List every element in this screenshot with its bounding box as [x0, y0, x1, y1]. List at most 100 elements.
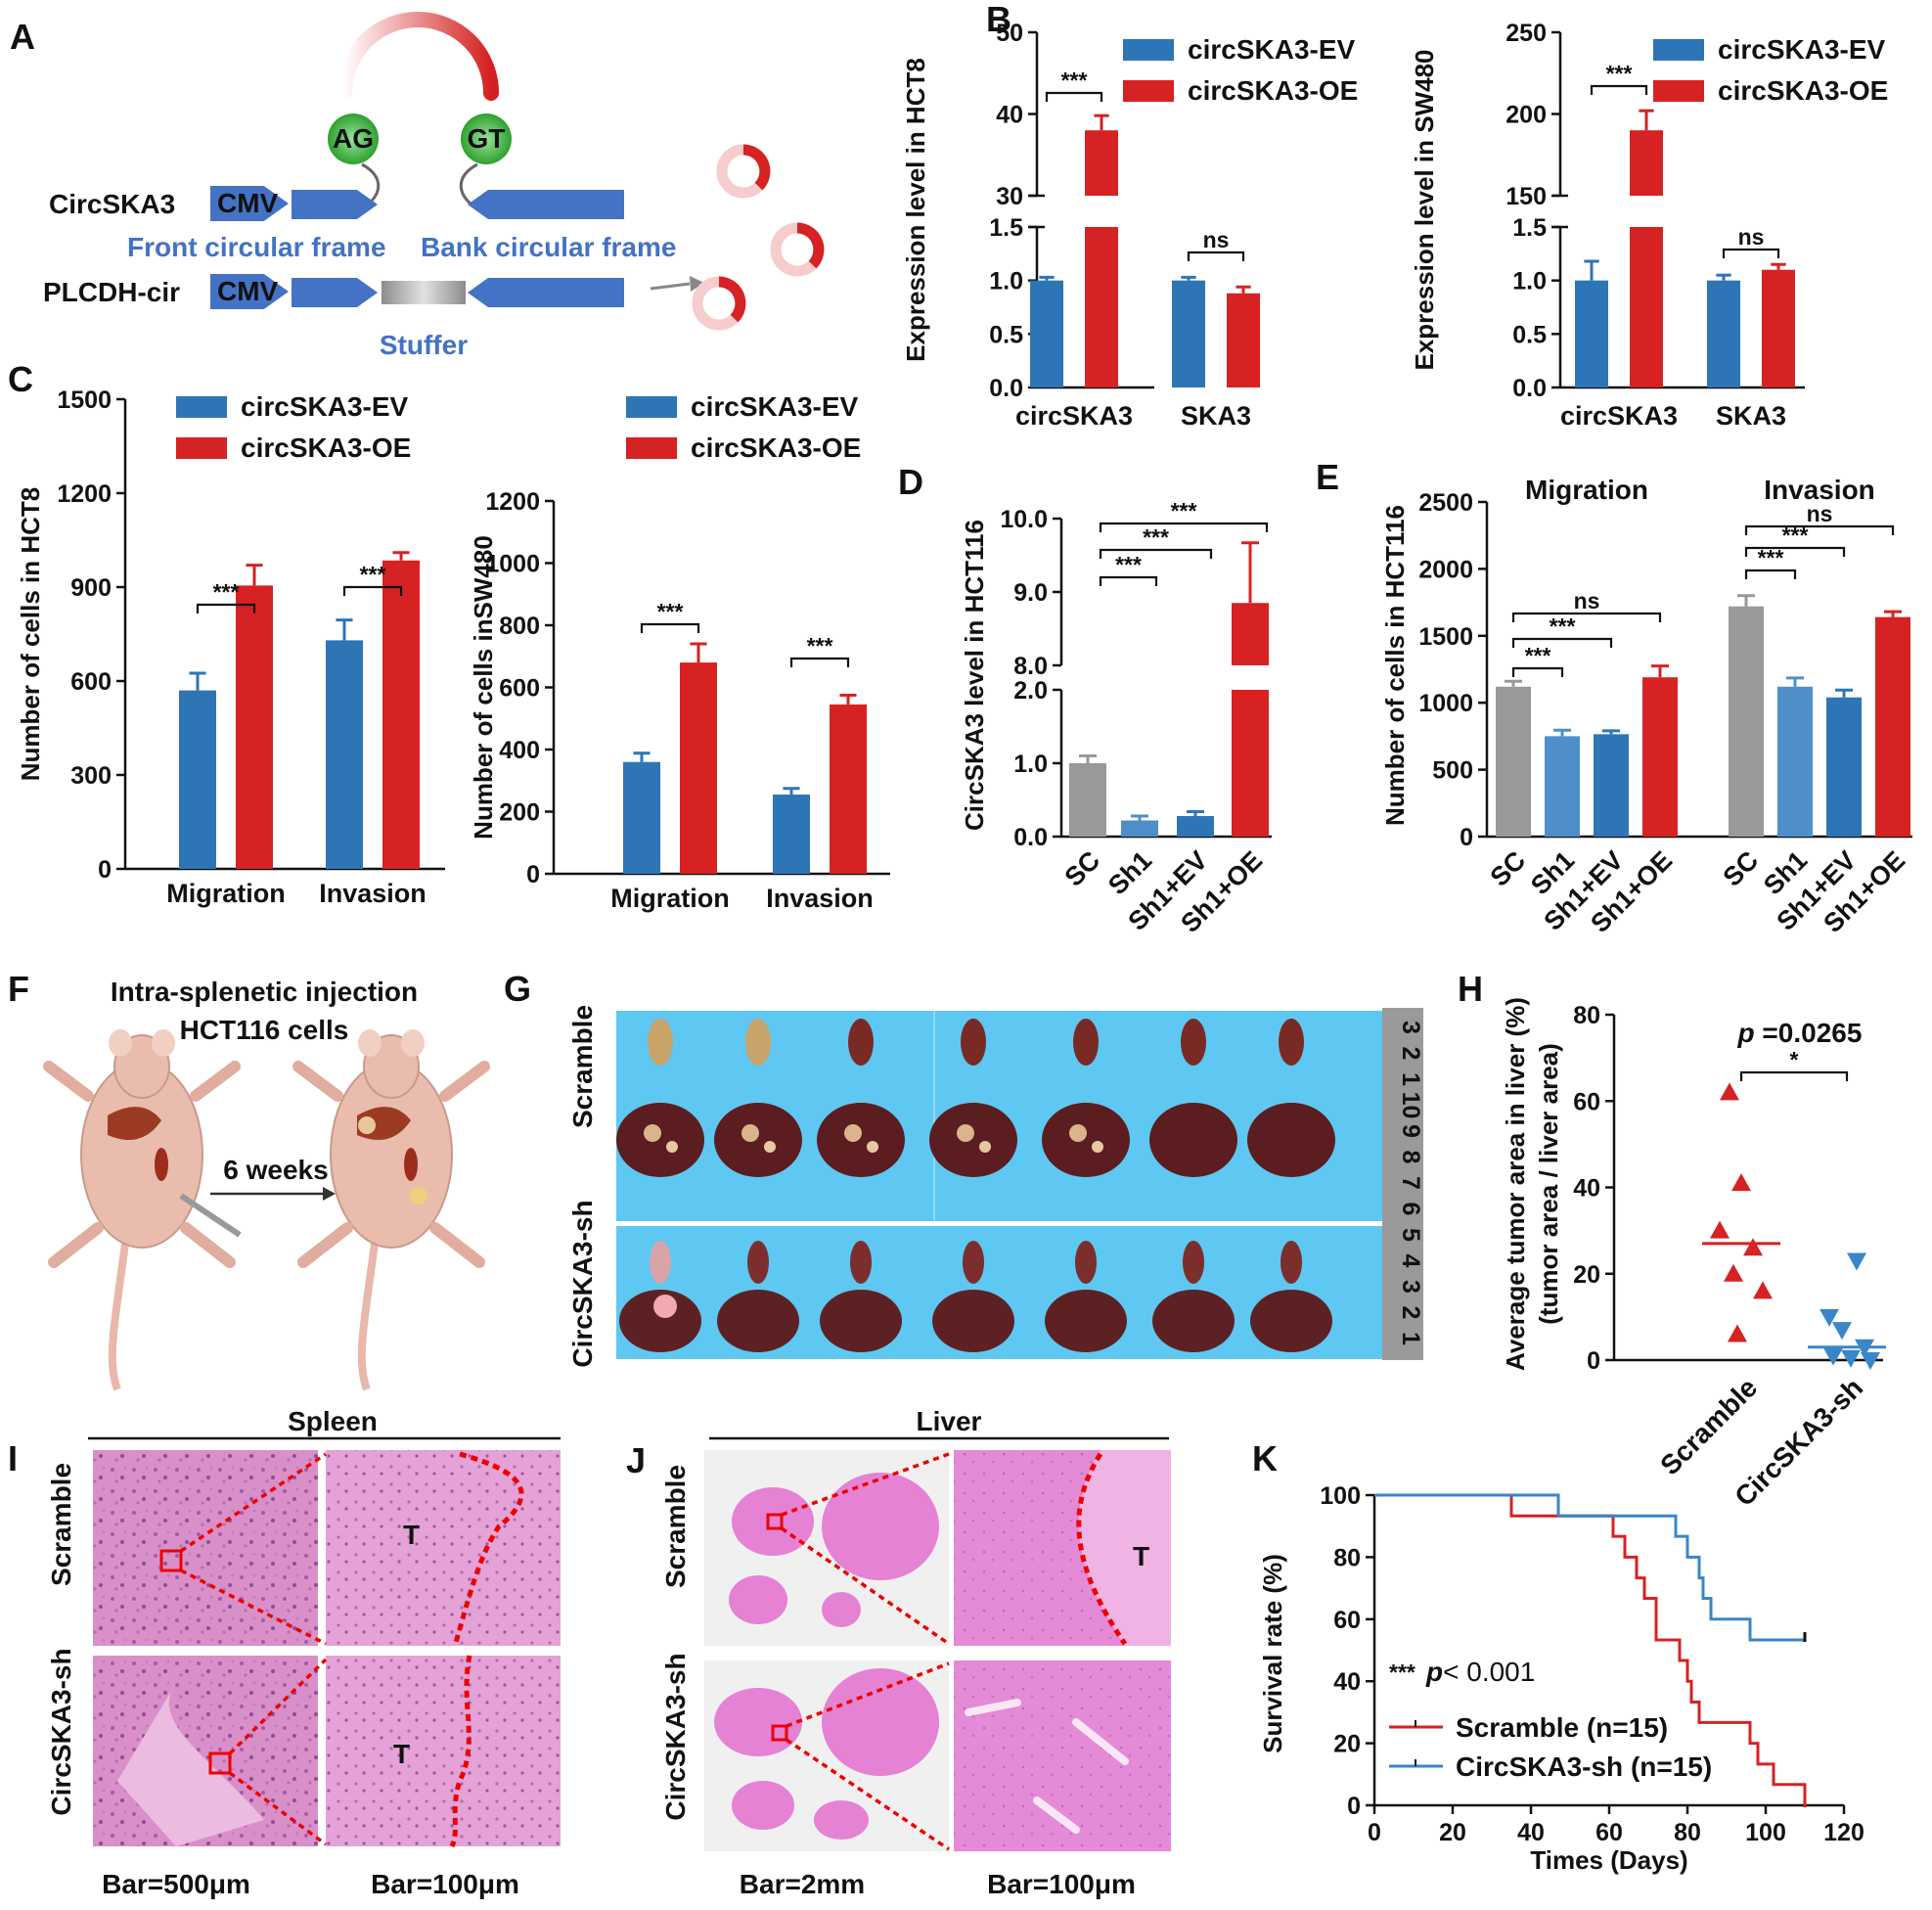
spleen-sh-6 [1183, 1241, 1204, 1284]
tumor-nodule-scramble-4 [957, 1124, 974, 1142]
significance-1-label: *** [657, 599, 684, 624]
liver-scramble-2 [714, 1103, 802, 1177]
significance-m2-bracket [1511, 637, 1613, 648]
y-tick-label: 2000 [1418, 556, 1473, 583]
panel-a-letter: A [10, 17, 35, 57]
significance-m3-bracket [1511, 612, 1662, 622]
x-tick-label: 60 [1595, 1819, 1623, 1846]
metastasis-dot-2 [410, 1187, 427, 1205]
significance-i3-label: ns [1807, 501, 1833, 526]
bar [1172, 280, 1205, 387]
tumor-nodule-scramble-b-3 [867, 1141, 878, 1153]
spleen-sh-5 [1075, 1241, 1097, 1284]
y-tick-label: 150 [1505, 183, 1547, 210]
x-tick-label: 80 [1674, 1819, 1701, 1846]
ruler-mark: 3 [1397, 1021, 1424, 1034]
bar [236, 585, 273, 869]
panel-c-letter: C [8, 359, 33, 399]
circrna-arc-2 [796, 222, 825, 269]
scatter-point [1847, 1252, 1866, 1271]
scatter-point [1823, 1347, 1843, 1366]
liver-zoom-box-1 [766, 1513, 784, 1530]
mouse-after [292, 1029, 490, 1391]
bar [773, 795, 810, 874]
cmv-label-2: CMV [217, 276, 279, 306]
x-category-label: Migration [166, 879, 286, 908]
zoom-box-2 [208, 1751, 232, 1775]
y-tick-label: 20 [1573, 1261, 1600, 1289]
y-tick-label: 80 [1573, 1002, 1600, 1029]
ruler [1382, 1008, 1423, 1360]
significance-1-label: *** [1061, 68, 1088, 93]
splice-site-left-label: AG [333, 123, 374, 154]
ruler-mark: 3 [1397, 1280, 1424, 1294]
spleen-sh-3 [850, 1241, 872, 1284]
significance-2-bracket [1099, 548, 1213, 559]
panel-i-bar1: Bar=500μm [102, 1869, 250, 1899]
panel-i-title: Spleen [288, 1406, 378, 1436]
cmv-arrow-1 [210, 186, 289, 221]
significance-h-bracket [1739, 1070, 1849, 1081]
x-tick-label: 0 [1368, 1819, 1381, 1846]
y-tick-label: 600 [499, 675, 540, 703]
y-tick-label: 0 [1587, 1347, 1600, 1375]
liver-tumor-region [1078, 1450, 1171, 1646]
mouse-after-ear-left [358, 1029, 382, 1057]
duration-label: 6 weeks [223, 1155, 328, 1185]
mouse-after-spleen [404, 1148, 418, 1181]
construct-row1-label: CircSKA3 [49, 189, 175, 219]
significance-1-label: *** [213, 579, 240, 605]
y-axis-label: Survival rate (%) [1258, 1554, 1287, 1753]
y-tick-label: 1000 [485, 551, 540, 578]
legend-swatch [176, 396, 227, 418]
spleen-high-mag-2 [326, 1656, 561, 1846]
bar [1707, 280, 1740, 387]
zoom-box-1 [159, 1549, 183, 1572]
ruler-mark: 2 [1397, 1047, 1424, 1061]
significance-m1-label: *** [1525, 643, 1551, 668]
y-tick-label: 2500 [1418, 489, 1473, 517]
group-label: Migration [1525, 475, 1648, 505]
x-category-label: Invasion [766, 884, 874, 913]
liver-vessels [965, 1699, 1129, 1834]
mouse-before-limbs [43, 1061, 241, 1268]
significance-m3-label: ns [1574, 588, 1600, 614]
legend-swatch [1653, 39, 1704, 61]
tumor-marker-2: T [393, 1739, 410, 1769]
liver-lobe-scramble-2 [822, 1473, 939, 1580]
scatter-point [1720, 1082, 1739, 1101]
scatter-point [1710, 1220, 1730, 1239]
chart-H: H 0 20 40 60 80 Average tumor area in liver (%… [1458, 969, 1886, 1512]
scatter-point [1724, 1263, 1743, 1282]
tumor-nodule-scramble-1 [644, 1124, 661, 1142]
group-label: Invasion [1764, 475, 1875, 505]
ruler-mark: 1 [1397, 1072, 1424, 1086]
spleen-scramble-7 [1279, 1019, 1304, 1066]
significance-1-bracket [1590, 84, 1648, 95]
liver-lobe-scramble-4 [822, 1592, 861, 1627]
significance-2-bracket [342, 585, 403, 596]
liver-sh-6 [1152, 1290, 1235, 1352]
chart-C1: C 0 300 600 900 1200 1500 Number of cells in HC… [8, 359, 445, 908]
scatter-point [1861, 1352, 1880, 1370]
y-tick-label: 400 [499, 737, 540, 764]
scatter-point [1832, 1322, 1852, 1341]
p-value-label: p< 0.001 [1425, 1657, 1535, 1687]
tumor-marker-1: T [403, 1520, 420, 1550]
y-tick-label: 50 [996, 20, 1023, 47]
y-tick-label: 0 [1460, 824, 1473, 851]
liver-lobe-sh-3 [732, 1781, 794, 1830]
panel-e-letter: E [1316, 457, 1339, 497]
legend-swatch [626, 437, 677, 459]
y-tick-label: 40 [1573, 1175, 1600, 1203]
liver-scramble-5 [1042, 1103, 1130, 1177]
spleen-scramble-3 [848, 1019, 874, 1066]
y-tick-label: 300 [70, 762, 112, 790]
panel-j-row2-label: CircSKA3-sh [660, 1653, 691, 1820]
y-tick-label: 800 [499, 613, 540, 640]
y-tick-label: 0 [526, 861, 540, 888]
bar [1729, 606, 1764, 837]
y-axis-label: Number of cells in HCT8 [16, 487, 45, 782]
y-tick-label: 40 [996, 102, 1023, 129]
x-tick-label: 40 [1517, 1819, 1545, 1846]
